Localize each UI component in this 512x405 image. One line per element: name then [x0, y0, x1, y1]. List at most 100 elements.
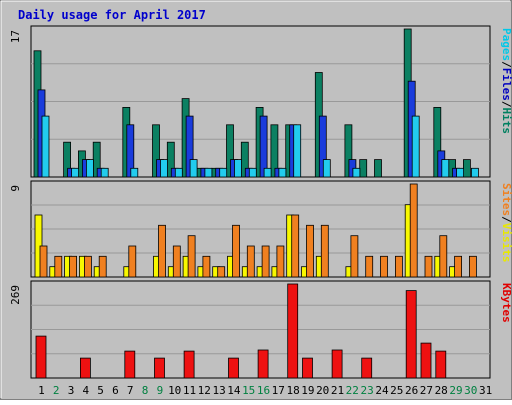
panel-pages-files-hits: 17 Pages/Files/Hits	[9, 25, 512, 178]
bar-sites-day-22	[350, 235, 359, 278]
bar-sites-day-1	[39, 245, 48, 278]
bar-sites-day-14	[232, 224, 240, 278]
panel-legend: Sites/Visits	[500, 183, 512, 263]
legend-item: Sites	[500, 183, 512, 216]
bar-sites-day-24	[380, 255, 388, 278]
day-label-23: 23	[360, 384, 373, 397]
bar-kbytes-day-7	[124, 350, 136, 379]
bar-sites-day-29	[454, 255, 463, 278]
day-label-15: 15	[242, 384, 255, 397]
bar-sites-day-19	[306, 224, 314, 278]
bar-hits-day-24	[374, 159, 382, 178]
bar-kbytes-day-9	[154, 357, 165, 379]
bar-sites-day-2	[54, 255, 63, 278]
panel-ymax-label: 269	[9, 285, 22, 305]
bar-hits-day-14	[226, 124, 234, 178]
bar-sites-day-18	[291, 214, 300, 278]
legend-item: /	[500, 101, 512, 108]
bar-pages-day-12	[204, 167, 213, 178]
bar-sites-day-3	[69, 255, 77, 278]
bar-pages-day-13	[219, 167, 228, 178]
day-label-4: 4	[82, 384, 89, 397]
bar-kbytes-day-11	[183, 350, 195, 379]
day-label-6: 6	[112, 384, 119, 397]
day-label-20: 20	[316, 384, 329, 397]
bar-pages-day-16	[263, 167, 272, 178]
legend-item: Pages	[500, 28, 512, 61]
bar-kbytes-day-21	[331, 349, 343, 379]
bar-sites-day-7	[128, 245, 137, 278]
bar-sites-day-23	[365, 255, 374, 278]
bar-kbytes-day-4	[80, 357, 91, 379]
day-label-24: 24	[375, 384, 389, 397]
bar-sites-day-9	[158, 224, 166, 278]
bar-sites-day-17	[276, 245, 285, 278]
day-label-27: 27	[420, 384, 433, 397]
day-label-18: 18	[286, 384, 299, 397]
bar-pages-day-20	[322, 159, 331, 178]
bar-files-day-20	[318, 115, 327, 178]
bar-files-day-11	[185, 115, 194, 178]
legend-item: Files	[500, 68, 512, 101]
day-label-14: 14	[227, 384, 241, 397]
bar-hits-day-9	[152, 124, 160, 178]
bar-hits-day-17	[270, 124, 279, 178]
day-label-3: 3	[68, 384, 75, 397]
bar-pages-day-1	[41, 115, 50, 178]
legend-item: Visits	[500, 223, 512, 263]
bar-hits-day-3	[63, 141, 71, 178]
day-label-26: 26	[405, 384, 418, 397]
bar-pages-day-17	[278, 167, 287, 178]
bar-kbytes-day-1	[35, 335, 47, 379]
panel-sites-visits: 9 Sites/Visits	[9, 180, 512, 278]
day-label-10: 10	[168, 384, 181, 397]
legend-item: /	[500, 61, 512, 68]
day-label-5: 5	[97, 384, 104, 397]
bar-sites-day-28	[439, 235, 448, 278]
bar-sites-day-20	[320, 224, 329, 278]
bar-sites-day-12	[202, 255, 211, 278]
day-label-22: 22	[346, 384, 359, 397]
bar-hits-day-28	[433, 107, 442, 178]
bar-hits-day-23	[359, 159, 368, 178]
day-label-30: 30	[464, 384, 477, 397]
day-label-11: 11	[183, 384, 196, 397]
bar-sites-day-27	[424, 255, 433, 278]
day-label-19: 19	[301, 384, 314, 397]
day-labels: 1 2 3 4 5 6 7 8 9 10 11 12 13 14 15 16 17 18 19 20 21 22 23 24 2…	[38, 384, 492, 397]
bar-pages-day-7	[130, 167, 139, 178]
bar-pages-day-9	[160, 159, 168, 178]
bar-sites-day-4	[84, 255, 92, 278]
bar-pages-day-14	[234, 159, 242, 178]
bar-sites-day-30	[468, 255, 477, 278]
day-label-28: 28	[435, 384, 448, 397]
bar-hits-day-22	[344, 124, 353, 178]
chart-title: Daily usage for April 2017	[18, 8, 206, 22]
day-label-2: 2	[53, 384, 60, 397]
bar-sites-day-11	[187, 235, 196, 278]
bar-kbytes-day-16	[257, 349, 269, 379]
bar-files-day-16	[259, 115, 268, 178]
bar-sites-day-5	[98, 255, 107, 278]
panel-kbytes: 269 KBytes	[9, 280, 512, 379]
bar-sites-day-15	[246, 245, 255, 278]
day-label-13: 13	[212, 384, 225, 397]
bar-pages-day-26	[411, 115, 420, 178]
bar-pages-day-22	[352, 167, 361, 178]
legend-item: /	[500, 216, 512, 223]
day-label-31: 31	[479, 384, 492, 397]
panel-ymax-label: 17	[9, 30, 22, 43]
bar-pages-day-10	[174, 167, 183, 178]
day-label-21: 21	[331, 384, 344, 397]
bar-kbytes-day-18	[287, 283, 299, 379]
panel-ymax-label: 9	[9, 185, 22, 192]
legend-item: KBytes	[500, 283, 512, 323]
bar-sites-day-25	[394, 255, 403, 278]
bar-kbytes-day-19	[302, 357, 313, 379]
bar-sites-day-26	[409, 183, 418, 278]
bar-kbytes-day-27	[420, 342, 432, 379]
bar-kbytes-day-23	[361, 357, 373, 379]
bar-kbytes-day-26	[405, 290, 417, 379]
bar-sites-day-13	[217, 266, 226, 278]
bar-sites-day-10	[172, 245, 181, 278]
